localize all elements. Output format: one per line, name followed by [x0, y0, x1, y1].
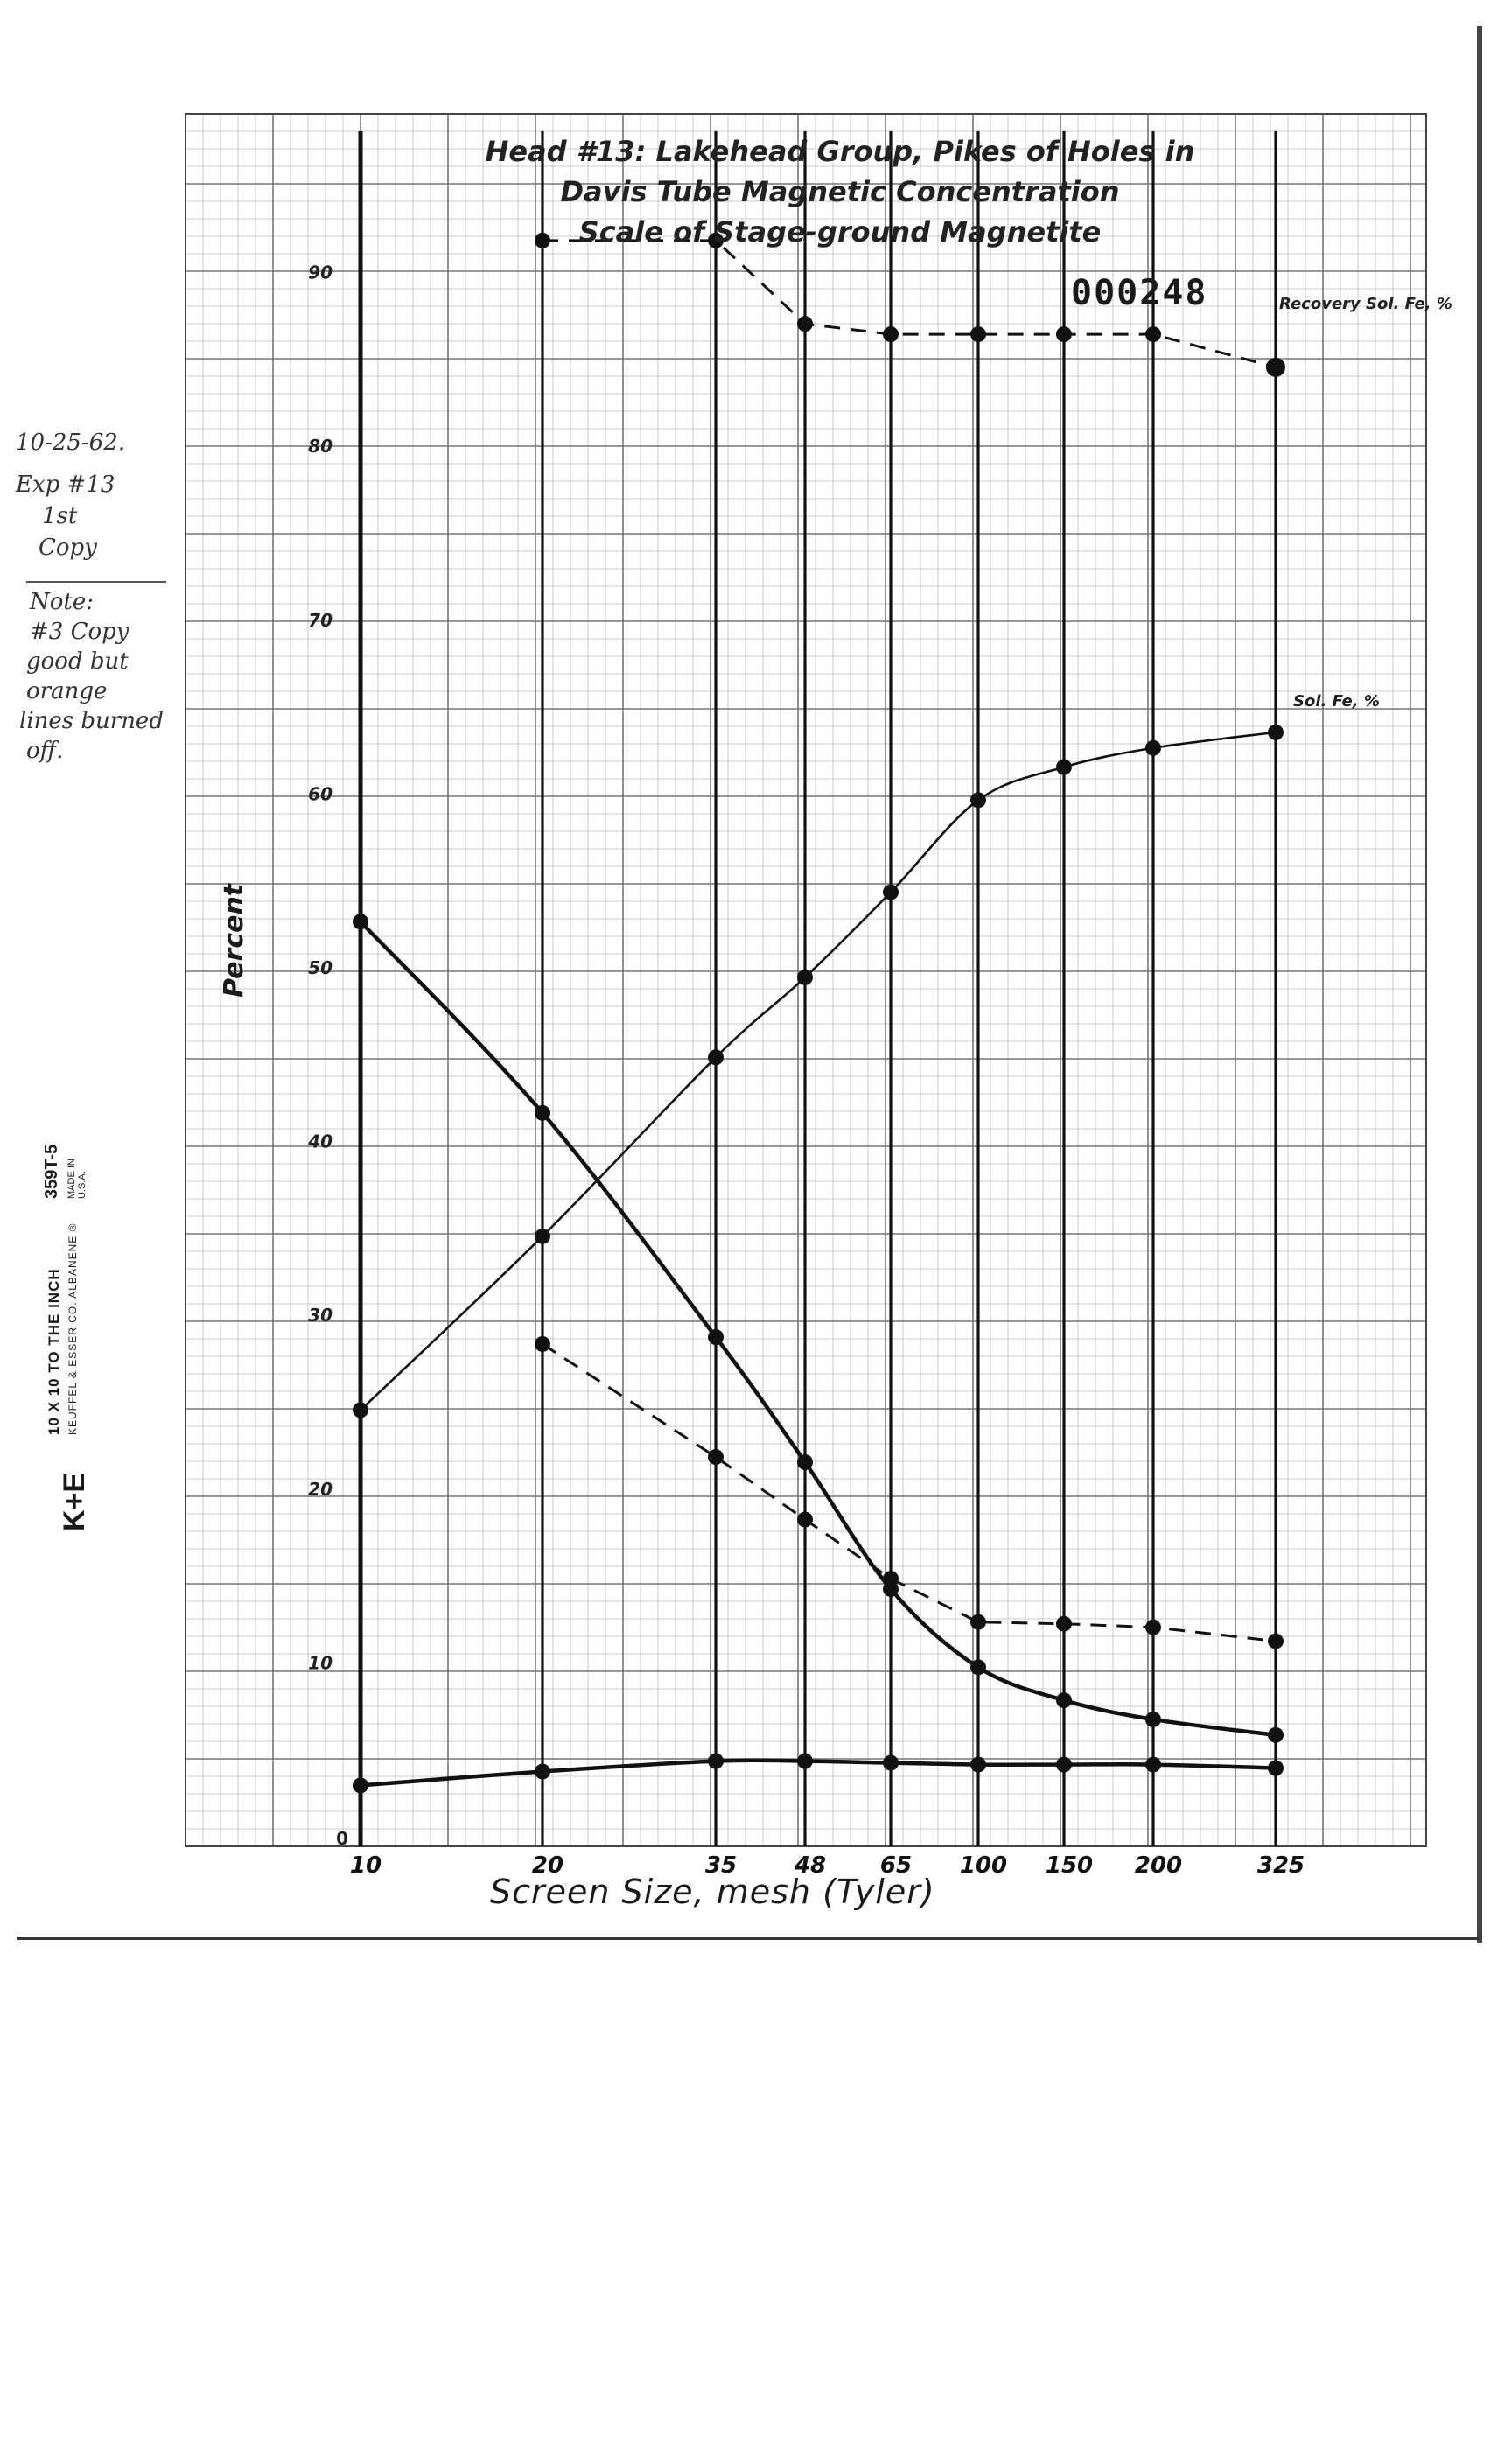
data-point-series-3-mesh-65 [883, 1571, 899, 1587]
margin-note-line-1: Note: [30, 589, 94, 615]
data-point-series-3-mesh-150 [1056, 1615, 1072, 1632]
x-tick-label-20: 20 [532, 1852, 564, 1879]
axes [358, 131, 1278, 1846]
data-point-series-4-mesh-325 [1268, 1760, 1284, 1776]
series-line-1 [360, 731, 1277, 1411]
data-point-series-3-mesh-100 [970, 1614, 986, 1630]
chart-title-line-2: Davis Tube Magnetic Concentration [560, 175, 1120, 208]
chart-title-line-3: Scale of Stage-ground Magnetite [578, 215, 1102, 248]
data-point-series-0-mesh-48 [797, 316, 813, 332]
data-point-series-2-mesh-10 [353, 914, 368, 930]
y-tick-label-10: 10 [308, 1652, 332, 1673]
data-point-series-0-mesh-200 [1145, 326, 1161, 343]
data-point-series-4-mesh-35 [708, 1753, 724, 1769]
graph-paper-model: 359T-5 [42, 1144, 61, 1199]
y-tick-label-90: 90 [308, 262, 332, 284]
y-tick-label-60: 60 [308, 783, 332, 804]
data-point-series-2-mesh-100 [970, 1659, 986, 1676]
x-tick-label-150: 150 [1046, 1852, 1093, 1879]
data-point-series-1-mesh-200 [1145, 739, 1161, 756]
x-axis-label: Screen Size, mesh (Tyler) [490, 1872, 935, 1911]
data-point-series-1-mesh-10 [353, 1402, 368, 1418]
margin-note-line-5: lines burned [19, 708, 164, 734]
series-line-3 [542, 1342, 1277, 1643]
y-tick-label-0: 0 [336, 1828, 348, 1849]
x-tick-label-325: 325 [1257, 1852, 1305, 1879]
series-line-2 [359, 920, 1277, 1738]
y-axis-label: Percent [219, 883, 249, 998]
graph-paper-imprint: K+E 10 X 10 TO THE INCH KEUFFEL & ESSER … [35, 1129, 105, 1531]
data-point-series-1-mesh-35 [708, 1049, 724, 1066]
x-tick-label-35: 35 [705, 1852, 737, 1879]
data-point-series-2-mesh-20 [535, 1104, 550, 1121]
data-point-series-4-mesh-150 [1056, 1756, 1072, 1773]
data-point-series-0-mesh-20 [535, 232, 550, 248]
x-tick-labels: 10 20 35 48 65 100 150 200 325 [350, 1852, 1305, 1879]
data-point-series-4-mesh-100 [970, 1756, 986, 1773]
series-layer [353, 232, 1285, 1794]
data-point-series-1-mesh-100 [970, 792, 986, 808]
series-label-recovery: Recovery Sol. Fe, % [1279, 295, 1452, 313]
data-point-series-4-mesh-20 [535, 1763, 550, 1780]
data-point-series-0-mesh-35 [708, 232, 724, 248]
graph-paper-maker: KEUFFEL & ESSER CO. ALBANENE ® [66, 1222, 79, 1435]
margin-note-line-4: orange [26, 678, 108, 704]
margin-note-divider [26, 581, 166, 583]
data-point-series-2-mesh-200 [1145, 1711, 1161, 1727]
margin-note-experiment: Exp #13 [16, 472, 116, 498]
y-tick-label-80: 80 [308, 436, 332, 457]
margin-note-line-2: #3 Copy [30, 619, 130, 645]
data-point-series-1-mesh-325 [1268, 724, 1284, 740]
margin-note-date: 10-25-62. [16, 430, 126, 456]
x-tick-label-200: 200 [1135, 1852, 1182, 1879]
data-point-series-3-mesh-325 [1268, 1633, 1284, 1649]
data-point-series-4-mesh-10 [353, 1777, 368, 1794]
x-tick-label-65: 65 [880, 1852, 912, 1879]
data-point-series-4-mesh-200 [1145, 1756, 1161, 1773]
chart-title-line-1: Head #13: Lakehead Group, Pikes of Holes… [485, 135, 1195, 168]
data-point-series-2-mesh-35 [708, 1329, 724, 1346]
data-point-series-1-mesh-20 [535, 1228, 550, 1244]
margin-note-line-3: good but [26, 648, 129, 675]
data-point-series-3-mesh-20 [535, 1335, 550, 1352]
margin-note-line-6: off. [26, 738, 64, 764]
graph-paper-origin: MADE IN U.S.A. [66, 1158, 88, 1199]
scan-bottom-edge [18, 1937, 1479, 1940]
data-point-series-1-mesh-48 [797, 969, 813, 985]
margin-note-copy-1: 1st [42, 503, 78, 529]
series-line-0 [542, 239, 1277, 369]
data-point-series-2-mesh-150 [1056, 1692, 1072, 1709]
x-tick-label-48: 48 [794, 1852, 826, 1879]
x-tick-label-100: 100 [960, 1852, 1007, 1879]
data-point-series-4-mesh-65 [883, 1754, 899, 1771]
y-tick-labels: 10 20 30 40 50 60 70 80 90 0 [307, 262, 348, 1849]
data-point-series-0-mesh-150 [1056, 326, 1072, 343]
graph-paper-ruling: 10 X 10 TO THE INCH [46, 1268, 62, 1435]
margin-note-copy-2: Copy [38, 535, 97, 561]
y-tick-label-20: 20 [308, 1479, 332, 1500]
paper-edge [1477, 26, 1482, 1942]
data-point-series-3-mesh-35 [708, 1449, 724, 1466]
data-point-series-4-mesh-48 [797, 1753, 813, 1769]
data-point-series-2-mesh-325 [1268, 1726, 1284, 1743]
document-stamp-number: 000248 [1071, 273, 1208, 313]
keuffel-esser-logo: K+E [58, 1472, 91, 1531]
series-label-sol-fe: Sol. Fe, % [1293, 692, 1380, 710]
data-point-series-0-mesh-65 [883, 326, 899, 343]
data-point-series-3-mesh-200 [1145, 1619, 1161, 1635]
series-line-4 [360, 1758, 1277, 1788]
chart: 10 20 30 40 50 60 70 80 90 0 10 20 35 48 65 100 150 200 3… [185, 113, 1427, 1879]
data-point-series-3-mesh-48 [797, 1511, 813, 1528]
y-tick-label-40: 40 [307, 1131, 332, 1152]
y-tick-label-50: 50 [308, 957, 332, 978]
data-point-series-0-mesh-100 [970, 326, 986, 343]
chart-title: Head #13: Lakehead Group, Pikes of Holes… [411, 131, 1269, 252]
data-point-series-1-mesh-65 [883, 884, 899, 900]
data-point-series-0-mesh-325 [1266, 357, 1285, 377]
data-point-series-1-mesh-150 [1056, 759, 1072, 775]
y-tick-label-30: 30 [308, 1305, 332, 1326]
data-point-series-2-mesh-48 [797, 1454, 813, 1471]
y-tick-label-70: 70 [308, 610, 332, 631]
x-tick-label-10: 10 [350, 1852, 382, 1879]
